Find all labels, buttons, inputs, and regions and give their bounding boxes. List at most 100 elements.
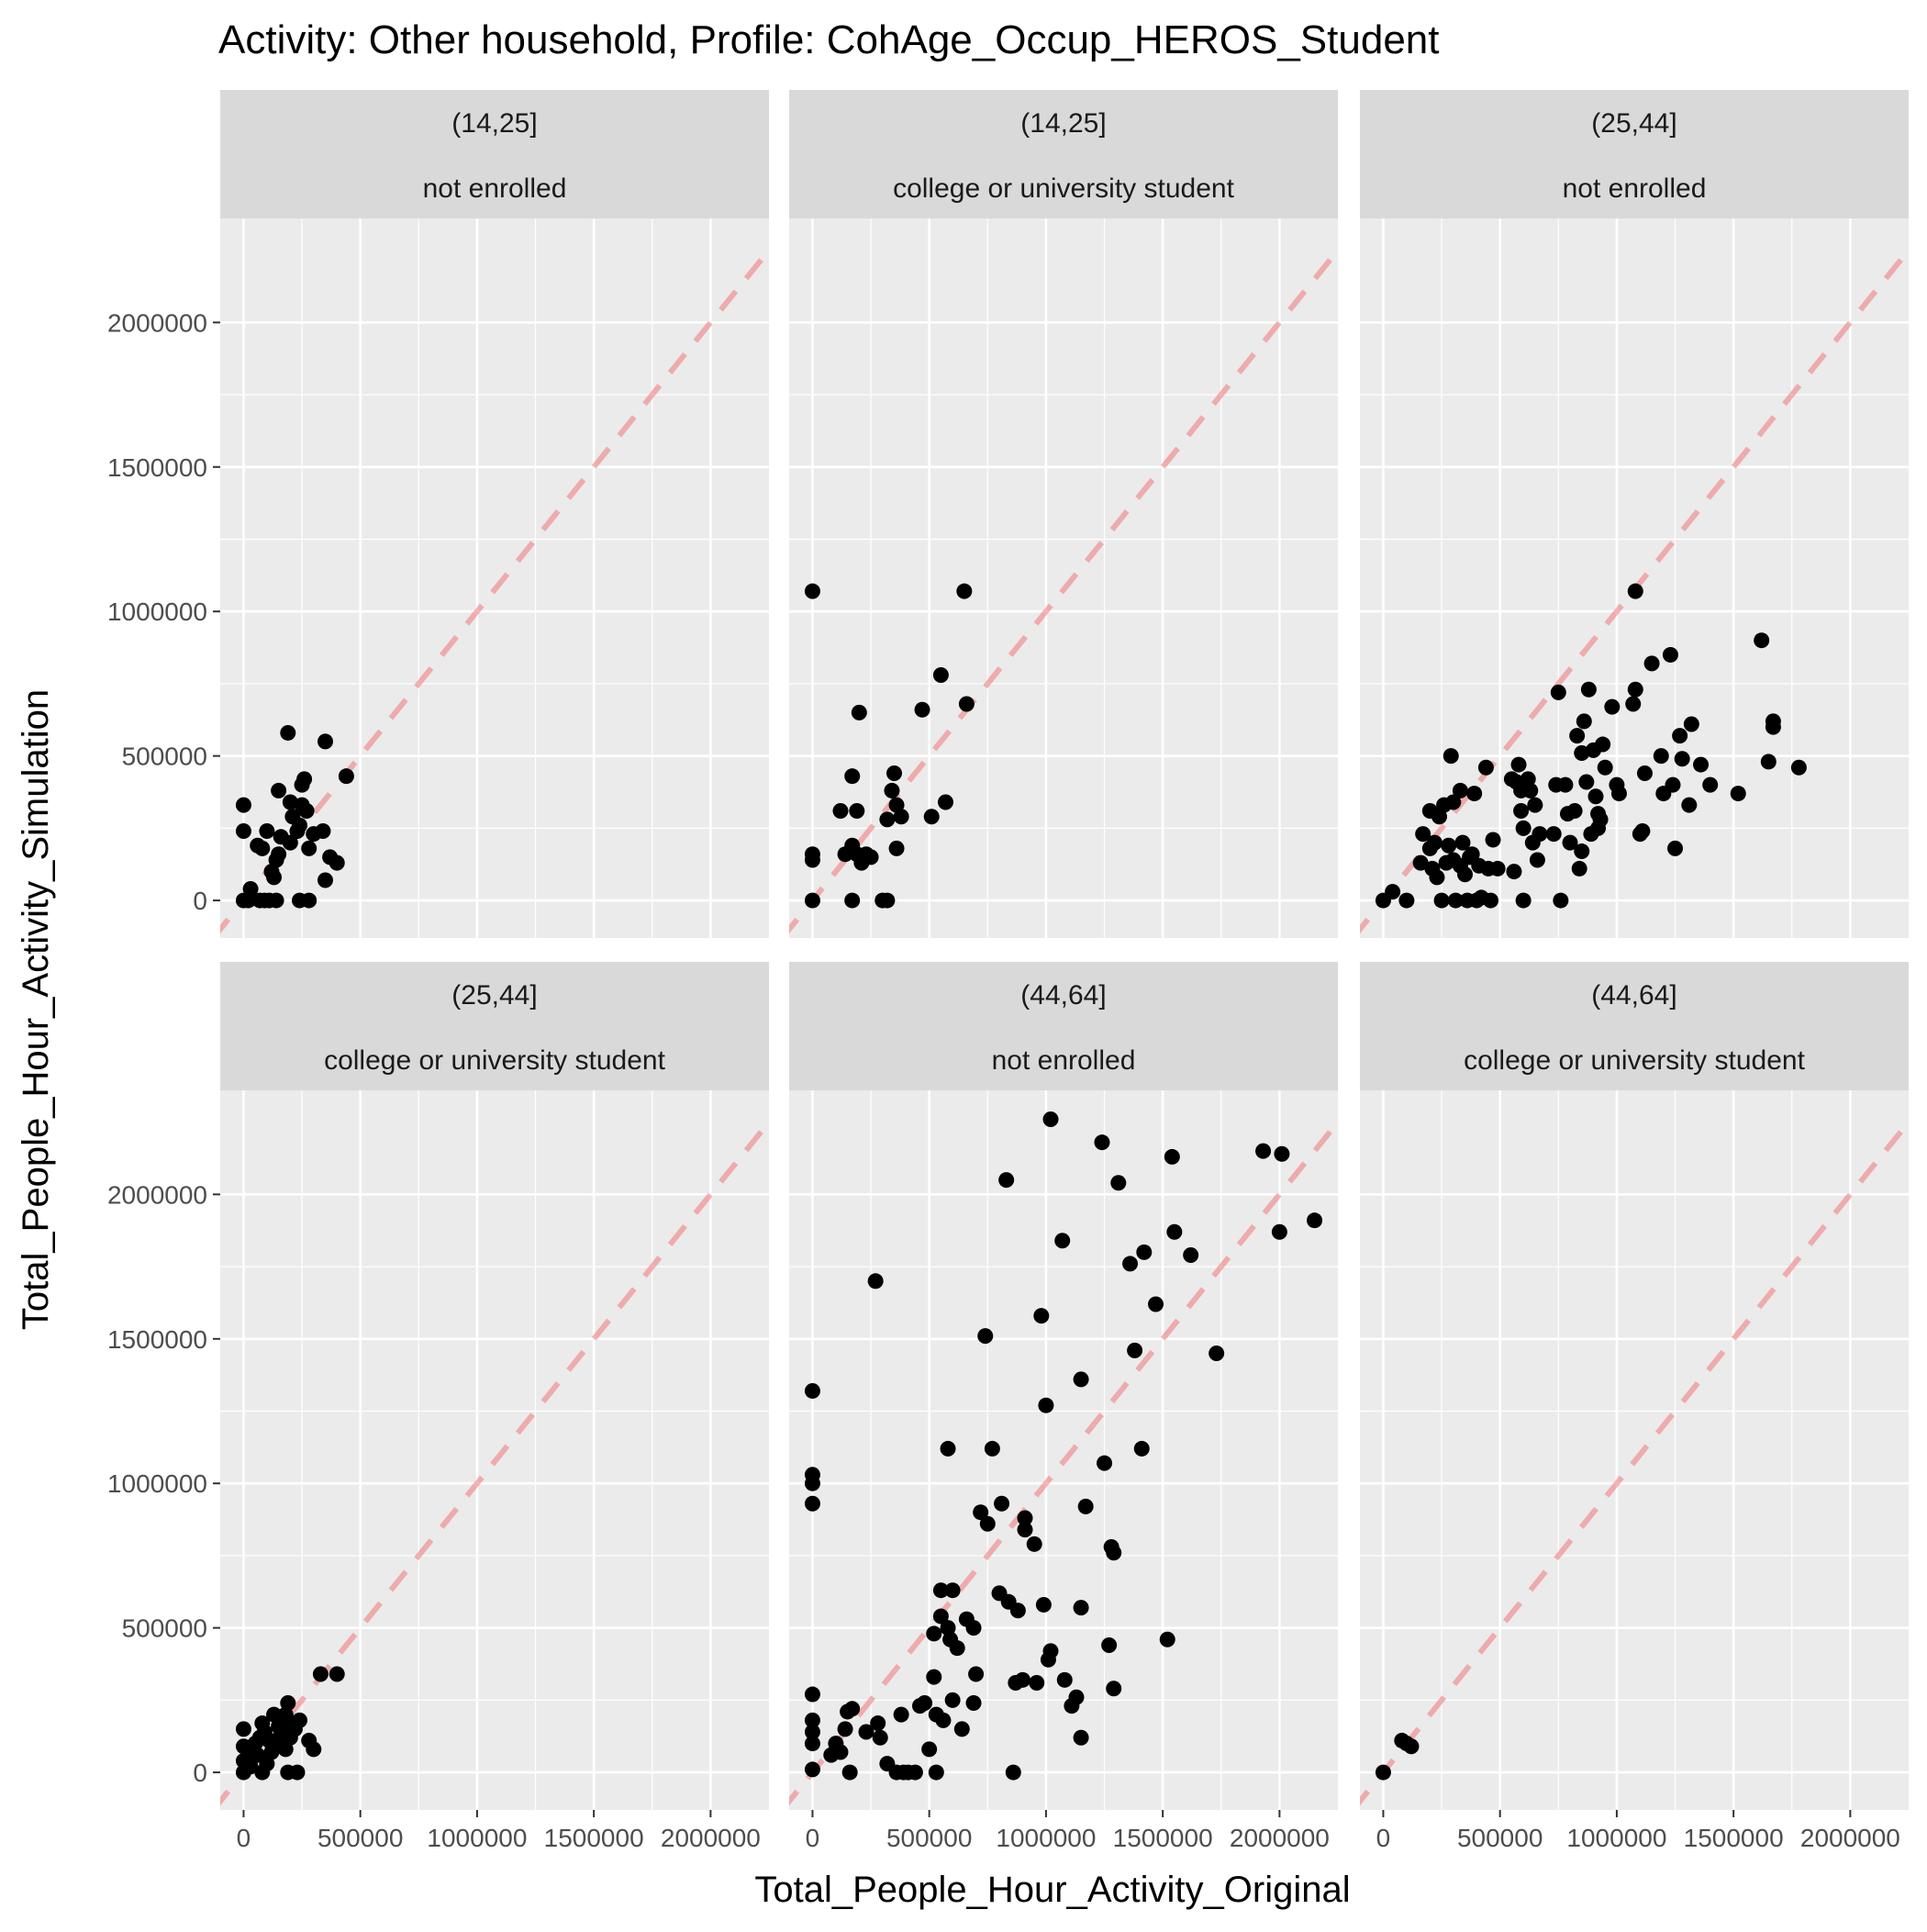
data-point (1042, 1111, 1059, 1127)
y-tick-label: 2000000 (107, 308, 207, 337)
data-point (1068, 1689, 1085, 1705)
facet-strip-status-label: not enrolled (992, 1045, 1136, 1076)
y-tick-label: 500000 (122, 743, 207, 771)
data-point (1136, 1244, 1153, 1260)
facet-strip (1360, 90, 1909, 218)
data-point (1209, 1346, 1225, 1362)
data-point (884, 782, 900, 798)
data-point (271, 782, 287, 798)
data-point (937, 794, 953, 810)
data-point (282, 834, 298, 851)
data-point (973, 1504, 989, 1521)
panel-background (789, 1090, 1338, 1810)
data-point (268, 892, 284, 909)
data-point (923, 809, 940, 825)
x-tick-label: 500000 (886, 1824, 972, 1852)
data-point (1597, 759, 1613, 776)
y-tick-label: 0 (193, 887, 207, 915)
data-point (1569, 728, 1586, 744)
data-point (932, 666, 949, 683)
data-point (1592, 811, 1609, 828)
data-point (242, 1759, 259, 1775)
data-point (1274, 1145, 1290, 1162)
data-point (1790, 759, 1807, 776)
data-point (804, 852, 820, 868)
x-tick-label: 0 (1376, 1824, 1391, 1852)
x-tick-label: 1500000 (1684, 1824, 1784, 1852)
data-point (979, 1515, 996, 1532)
data-point (1442, 748, 1459, 765)
data-point (282, 794, 298, 810)
facet-strip-status-label: college or university student (893, 173, 1235, 204)
data-point (867, 1273, 884, 1290)
y-axis-title: Total_People_Hour_Activity_Simulation (16, 689, 56, 1330)
data-point (1634, 823, 1651, 840)
data-point (804, 1761, 820, 1778)
data-point (804, 892, 820, 909)
data-point (271, 846, 287, 863)
data-point (804, 1382, 820, 1399)
x-tick-label: 1000000 (427, 1824, 527, 1852)
data-point (886, 765, 903, 782)
panel-background (220, 218, 769, 938)
x-tick-label: 500000 (317, 1824, 403, 1852)
data-point (1506, 864, 1522, 880)
y-tick-label: 1000000 (107, 597, 207, 626)
data-point (1587, 788, 1604, 805)
y-tick-label: 2000000 (107, 1180, 207, 1209)
data-point (804, 1686, 820, 1703)
data-point (1520, 771, 1536, 787)
data-point (1398, 892, 1415, 909)
data-point (317, 733, 334, 750)
data-point (259, 823, 275, 840)
data-point (254, 840, 271, 856)
data-point (1627, 583, 1643, 599)
data-point (893, 809, 909, 825)
x-tick-label: 500000 (1457, 1824, 1543, 1852)
data-point (1412, 854, 1429, 871)
x-axis-title: Total_People_Hour_Activity_Original (754, 1870, 1350, 1910)
x-tick-label: 1500000 (544, 1824, 644, 1852)
facet-panels: (14,25] not enrolled 0 500000 1000000 1500000… (107, 90, 1909, 1852)
data-point (837, 1721, 853, 1737)
data-point (298, 802, 315, 819)
data-point (940, 1440, 956, 1457)
data-point (1672, 728, 1688, 744)
data-point (1765, 719, 1781, 735)
data-point (1464, 846, 1480, 863)
data-point (914, 701, 930, 718)
data-point (1513, 802, 1530, 819)
panel-background (220, 1090, 769, 1810)
data-point (984, 1440, 1000, 1457)
facet-strip-age-label: (14,25] (451, 108, 537, 139)
data-point (926, 1669, 942, 1685)
data-point (870, 1715, 886, 1732)
data-point (1643, 655, 1660, 672)
data-point (1627, 681, 1643, 698)
data-point (1681, 797, 1698, 813)
data-point (235, 797, 251, 813)
data-point (1667, 840, 1684, 856)
data-point (1029, 1674, 1045, 1691)
data-point (280, 1695, 296, 1712)
reference-line (789, 245, 1338, 934)
data-point (844, 768, 861, 785)
data-point (907, 1764, 923, 1781)
facet-panel: (44,64] not enrolled 0 500000 1000000 1500000… (789, 962, 1338, 1852)
data-point (1683, 716, 1699, 732)
x-tick-label: 1000000 (996, 1824, 1096, 1852)
data-point (1127, 1342, 1143, 1358)
data-point (844, 892, 861, 909)
data-point (965, 1620, 982, 1636)
data-point (1255, 1143, 1272, 1159)
reference-line (220, 1117, 769, 1806)
data-point (1106, 1545, 1122, 1561)
x-tick-label: 1500000 (1113, 1824, 1213, 1852)
panel-background (1360, 1090, 1909, 1810)
data-point (1271, 1223, 1287, 1240)
data-point (1662, 646, 1678, 663)
data-point (1426, 834, 1442, 851)
data-point (956, 583, 973, 599)
data-point (1073, 1371, 1089, 1388)
